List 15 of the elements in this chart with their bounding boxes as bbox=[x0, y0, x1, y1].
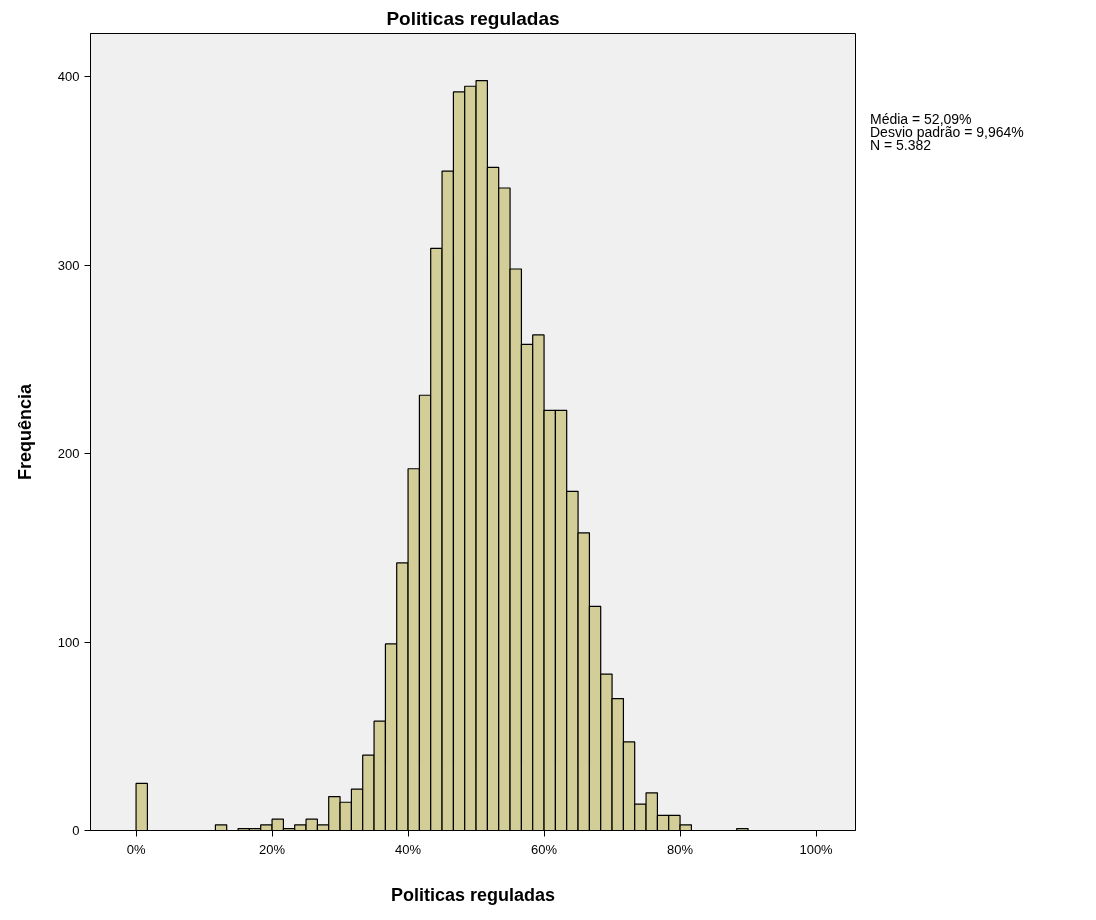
x-tick-label: 20% bbox=[259, 841, 286, 857]
y-tick-label: 200 bbox=[57, 446, 80, 462]
y-tick-label: 300 bbox=[57, 257, 80, 273]
y-tick-label: 100 bbox=[57, 634, 80, 650]
x-tick-label: 80% bbox=[667, 841, 694, 857]
y-tick-label: 400 bbox=[57, 69, 80, 85]
text: Média = 52,09% bbox=[870, 110, 972, 127]
y-tick-label: 0 bbox=[72, 823, 80, 838]
x-tick-label: 40% bbox=[395, 841, 422, 857]
y-axis-title: Frequência bbox=[14, 383, 35, 481]
x-axis-title: Politicas reguladas bbox=[390, 884, 556, 905]
x-tick-label: 0% bbox=[126, 841, 146, 857]
x-tick-label: 60% bbox=[531, 841, 558, 857]
x-tick-label: 100% bbox=[799, 841, 834, 857]
chart-title: Politicas reguladas bbox=[386, 7, 560, 29]
